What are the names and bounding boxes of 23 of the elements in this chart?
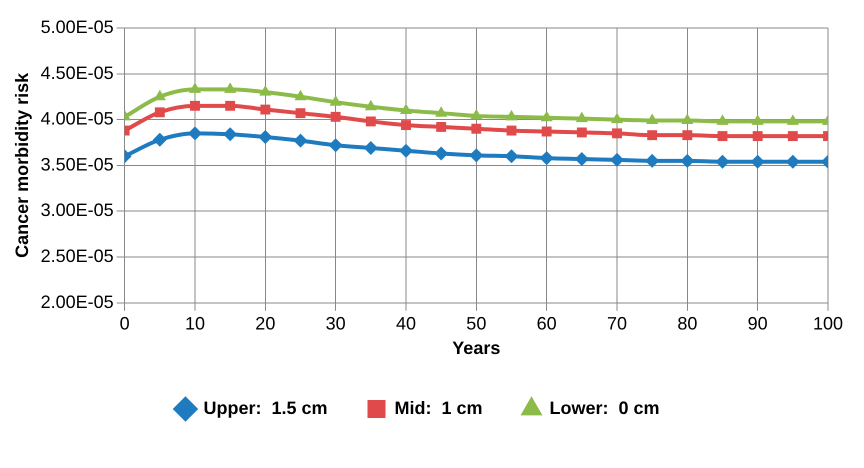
x-tick-label: 50 <box>466 314 486 334</box>
x-tick-label: 90 <box>748 314 768 334</box>
x-tick-label: 100 <box>812 314 844 334</box>
y-axis-title: Cancer morbidity risk <box>12 72 32 258</box>
x-tick-label: 30 <box>326 314 346 334</box>
legend-label: Lower: 0 cm <box>550 398 660 418</box>
x-tick-label: 80 <box>677 314 698 334</box>
x-tick-label: 0 <box>120 314 130 334</box>
x-tick-label: 10 <box>184 314 206 334</box>
legend-label: Upper: 1.5 cm <box>203 398 328 418</box>
y-tick-label: 4.00E-05 <box>40 108 114 129</box>
x-tick-label: 40 <box>396 314 416 334</box>
x-tick-label: 20 <box>255 314 276 334</box>
y-tick-label: 2.00E-05 <box>40 292 114 312</box>
legend-label: Mid: 1 cm <box>394 398 483 418</box>
y-tick-label: 5.00E-05 <box>40 16 114 37</box>
y-tick-label: 2.50E-05 <box>40 246 114 266</box>
x-tick-label: 60 <box>536 314 557 334</box>
y-tick-label: 3.50E-05 <box>40 154 114 174</box>
y-tick-label: 4.50E-05 <box>40 62 114 83</box>
x-tick-label: 70 <box>606 314 628 334</box>
x-axis-title: Years <box>452 338 500 358</box>
y-tick-label: 3.00E-05 <box>40 200 114 220</box>
